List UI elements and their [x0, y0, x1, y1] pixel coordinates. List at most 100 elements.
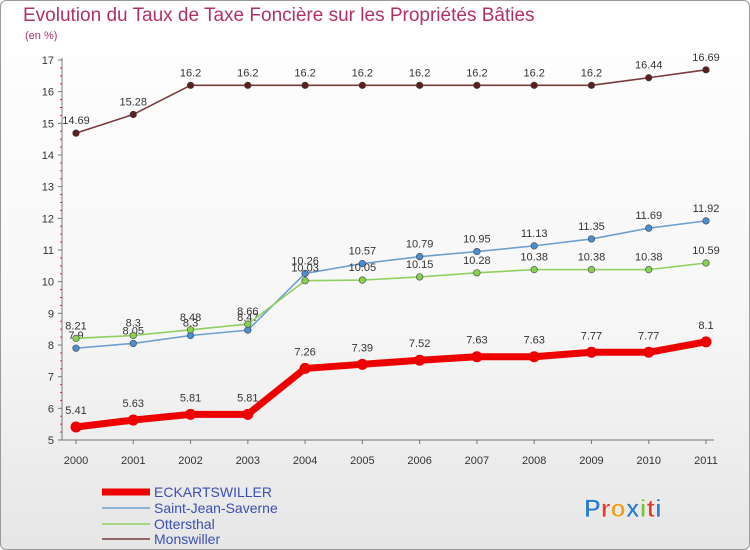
x-tick-label: 2007	[465, 455, 489, 467]
data-point	[416, 273, 424, 281]
x-tick-label: 2000	[64, 455, 88, 467]
data-point	[244, 320, 252, 328]
y-tick-label: 11	[43, 245, 54, 257]
data-label: 7.77	[581, 330, 602, 342]
data-point	[299, 362, 311, 374]
data-point	[186, 326, 195, 334]
data-point	[585, 346, 597, 358]
data-point	[414, 354, 426, 366]
data-point	[702, 259, 710, 267]
data-point	[72, 344, 80, 352]
y-tick-label: 6	[48, 403, 54, 415]
data-label: 10.05	[349, 262, 377, 274]
data-label: 8.47	[237, 312, 258, 324]
data-label: 8.66	[237, 306, 258, 318]
data-point	[643, 346, 655, 358]
data-label: 10.59	[692, 245, 720, 257]
data-label: 8.21	[65, 320, 86, 332]
data-label: 8.48	[180, 312, 201, 324]
data-point	[186, 81, 195, 89]
data-point	[473, 247, 481, 256]
data-point	[72, 334, 80, 342]
data-label: 10.38	[578, 252, 606, 264]
data-label: 7.63	[523, 335, 544, 347]
x-tick-label: 2009	[579, 455, 603, 467]
data-point	[473, 269, 481, 277]
data-point	[72, 129, 80, 137]
data-label: 10.03	[291, 263, 319, 275]
data-point	[530, 81, 538, 89]
data-label: 11.13	[521, 228, 548, 240]
x-tick-label: 2005	[350, 455, 374, 467]
legend-label: Saint-Jean-Saverne	[154, 500, 278, 516]
data-label: 10.26	[291, 255, 319, 267]
data-point	[587, 81, 596, 89]
x-tick-label: 2003	[236, 455, 260, 467]
chart-title: Evolution du Taux de Taxe Foncière sur l…	[23, 5, 535, 26]
data-point	[129, 331, 137, 340]
data-point	[358, 81, 366, 89]
data-label: 10.57	[349, 246, 377, 258]
data-label: 5.63	[123, 398, 144, 410]
unit-label: (en %)	[25, 30, 58, 42]
data-label: 11.69	[635, 210, 662, 222]
data-point	[530, 266, 538, 274]
y-tick-label: 7	[48, 372, 54, 384]
data-label: 7.77	[638, 330, 659, 342]
data-label: 10.28	[463, 255, 491, 267]
data-point	[129, 110, 137, 119]
series-line-saint-jean-saverne	[75, 220, 707, 349]
data-label: 16.2	[237, 67, 258, 79]
data-point	[587, 235, 596, 243]
data-label: 7.39	[352, 342, 373, 354]
data-label: 16.69	[692, 52, 720, 64]
data-point	[702, 66, 710, 74]
data-label: 10.15	[406, 259, 434, 271]
y-tick-label: 12	[42, 213, 54, 225]
data-point	[185, 408, 197, 420]
data-label: 14.69	[62, 115, 90, 127]
data-label: 7.63	[466, 335, 487, 347]
y-tick-label: 17	[42, 55, 54, 67]
data-point	[70, 421, 82, 433]
proxiti-logo: Proxiti	[584, 495, 662, 523]
x-tick-label: 2002	[178, 455, 202, 467]
data-label: 5.81	[237, 392, 258, 404]
x-tick-label: 2008	[522, 455, 546, 467]
data-label: 16.2	[466, 67, 487, 79]
data-point	[244, 81, 252, 89]
data-point	[301, 269, 309, 278]
data-point	[416, 253, 424, 261]
data-label: 10.38	[635, 252, 663, 264]
data-label: 5.41	[65, 405, 86, 417]
data-label: 16.2	[409, 67, 430, 79]
y-tick-label: 5	[48, 435, 54, 447]
data-point	[242, 408, 254, 420]
data-label: 8.3	[183, 318, 198, 330]
y-tick-label: 16	[42, 87, 54, 99]
data-point	[587, 266, 596, 274]
y-tick-label: 9	[48, 308, 54, 320]
series-line-ottersthal	[75, 262, 707, 340]
x-tick-label: 2011	[694, 455, 718, 467]
data-point	[528, 351, 540, 363]
x-tick-label: 2004	[293, 455, 317, 467]
data-label: 16.2	[523, 67, 544, 79]
legend-label: Monswiller	[154, 531, 220, 547]
data-point	[356, 358, 368, 370]
y-tick-label: 13	[42, 182, 54, 194]
data-label: 15.28	[120, 96, 148, 108]
data-point	[700, 336, 712, 348]
data-label: 11.35	[578, 221, 605, 233]
data-point	[471, 351, 483, 363]
x-tick-label: 2010	[636, 455, 660, 467]
data-label: 8.1	[698, 320, 713, 332]
data-point	[645, 224, 653, 232]
data-point	[358, 276, 366, 284]
data-point	[645, 266, 653, 274]
y-tick-label: 15	[42, 118, 54, 130]
data-point	[702, 217, 710, 225]
data-point	[301, 277, 309, 285]
y-tick-label: 14	[42, 150, 54, 162]
